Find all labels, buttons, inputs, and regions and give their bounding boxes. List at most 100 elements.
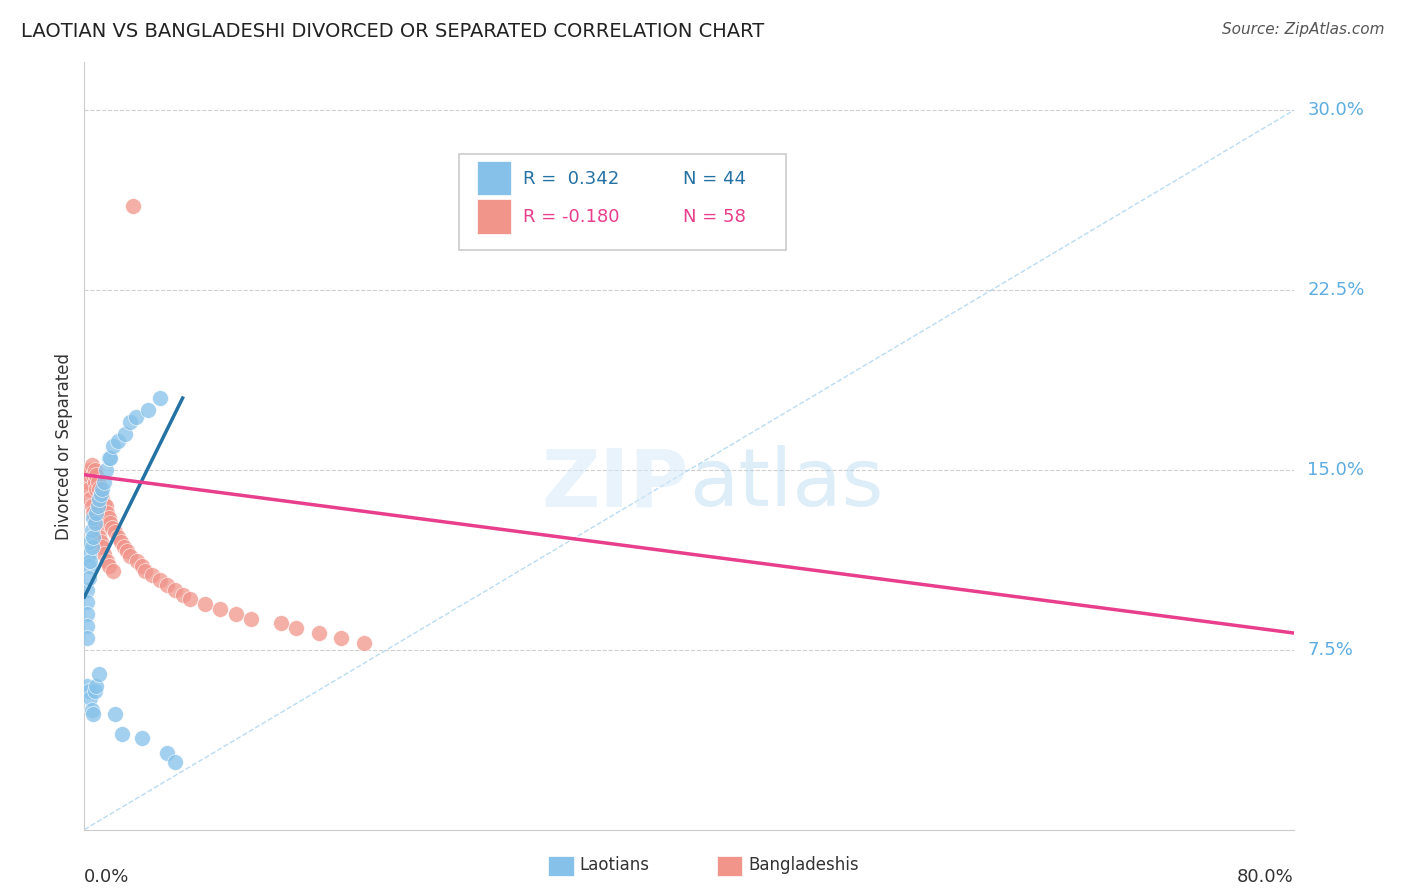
Point xyxy=(96,554,118,568)
Point xyxy=(93,496,115,510)
Point xyxy=(77,683,100,698)
Point xyxy=(270,616,292,631)
Point xyxy=(76,607,98,621)
Point xyxy=(86,467,108,482)
Point xyxy=(308,626,330,640)
Point xyxy=(86,679,108,693)
Point xyxy=(112,540,135,554)
Point xyxy=(179,592,201,607)
Point xyxy=(101,439,124,453)
Point xyxy=(111,726,134,740)
Point xyxy=(76,595,98,609)
Point xyxy=(86,482,108,496)
FancyBboxPatch shape xyxy=(478,161,512,195)
Point xyxy=(330,631,353,645)
Point xyxy=(89,482,111,496)
Point xyxy=(118,549,141,564)
Point xyxy=(84,463,107,477)
Point xyxy=(87,475,110,489)
Point xyxy=(89,666,111,681)
Point xyxy=(104,525,127,540)
Text: atlas: atlas xyxy=(689,445,883,524)
Point xyxy=(82,511,104,525)
Point xyxy=(77,571,100,585)
Point xyxy=(89,491,111,506)
FancyBboxPatch shape xyxy=(460,154,786,251)
Point xyxy=(156,746,179,760)
Text: N = 44: N = 44 xyxy=(683,170,747,188)
Point xyxy=(84,516,107,530)
Point xyxy=(79,491,101,506)
Point xyxy=(97,450,120,465)
Point xyxy=(77,547,100,561)
Point xyxy=(239,612,262,626)
Text: ZIP: ZIP xyxy=(541,445,689,524)
Point xyxy=(194,597,217,611)
Point xyxy=(136,403,159,417)
Point xyxy=(225,607,247,621)
Point xyxy=(82,467,104,482)
Point xyxy=(79,463,101,477)
Point xyxy=(77,482,100,496)
Point xyxy=(91,540,114,554)
Point xyxy=(80,499,103,513)
Point xyxy=(131,558,153,573)
Point xyxy=(91,491,114,506)
Point xyxy=(87,523,110,537)
Point xyxy=(90,487,112,501)
Point xyxy=(80,703,103,717)
Point xyxy=(110,535,132,549)
Point xyxy=(353,635,375,649)
Point xyxy=(82,506,104,520)
Text: 80.0%: 80.0% xyxy=(1237,869,1294,887)
Text: 15.0%: 15.0% xyxy=(1308,461,1364,479)
Point xyxy=(82,707,104,722)
Point xyxy=(127,554,149,568)
Text: 0.0%: 0.0% xyxy=(84,869,129,887)
Text: Bangladeshis: Bangladeshis xyxy=(748,856,859,874)
Point xyxy=(84,475,107,489)
Point xyxy=(82,530,104,544)
Point xyxy=(118,415,141,429)
Text: LAOTIAN VS BANGLADESHI DIVORCED OR SEPARATED CORRELATION CHART: LAOTIAN VS BANGLADESHI DIVORCED OR SEPAR… xyxy=(21,22,765,41)
Point xyxy=(89,530,111,544)
Text: N = 58: N = 58 xyxy=(683,209,745,227)
Point xyxy=(285,621,308,635)
Point xyxy=(209,602,232,616)
Point xyxy=(86,506,108,520)
Point xyxy=(131,731,153,746)
Point xyxy=(107,434,129,449)
Point xyxy=(98,516,121,530)
FancyBboxPatch shape xyxy=(478,199,512,234)
Text: 22.5%: 22.5% xyxy=(1308,281,1365,299)
Point xyxy=(97,511,120,525)
Point xyxy=(76,619,98,633)
Point xyxy=(101,564,124,578)
Point xyxy=(90,487,112,501)
Point xyxy=(77,467,100,482)
Text: Laotians: Laotians xyxy=(579,856,650,874)
Point xyxy=(125,410,148,425)
Point xyxy=(90,535,112,549)
Point xyxy=(94,463,117,477)
Point xyxy=(77,558,100,573)
Point xyxy=(86,516,108,530)
Y-axis label: Divorced or Separated: Divorced or Separated xyxy=(55,352,73,540)
Point xyxy=(93,475,115,489)
Point xyxy=(156,578,179,592)
Point xyxy=(79,690,101,705)
Point xyxy=(96,506,118,520)
Point xyxy=(87,499,110,513)
Point xyxy=(107,530,129,544)
Point xyxy=(141,568,163,582)
Text: R = -0.180: R = -0.180 xyxy=(523,209,620,227)
Text: 7.5%: 7.5% xyxy=(1308,640,1354,659)
Point xyxy=(97,558,120,573)
Point xyxy=(76,679,98,693)
Point xyxy=(165,756,187,770)
Text: R =  0.342: R = 0.342 xyxy=(523,170,620,188)
Point xyxy=(80,523,103,537)
Point xyxy=(98,450,121,465)
Point xyxy=(84,511,107,525)
Point xyxy=(91,482,114,496)
